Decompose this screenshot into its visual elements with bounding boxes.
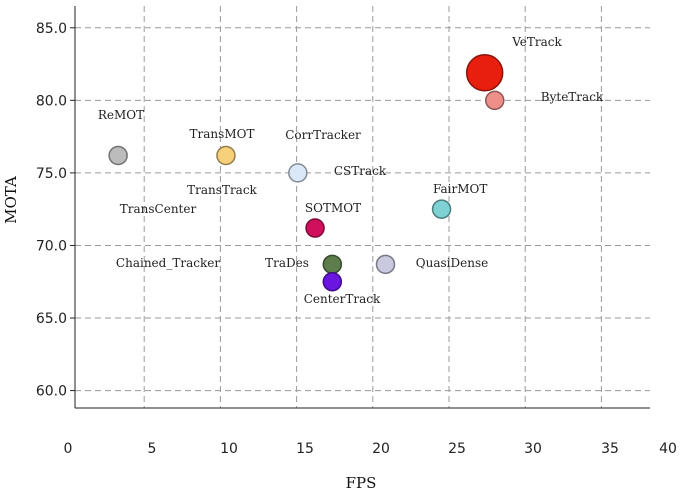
x-tick-label: 5 bbox=[148, 441, 157, 457]
x-tick-label: 30 bbox=[524, 441, 542, 457]
point-label-transtrack: TransTrack bbox=[187, 183, 257, 197]
axes bbox=[70, 6, 650, 409]
x-tick-label: 20 bbox=[372, 441, 390, 457]
point-label-corrtracker: CorrTracker bbox=[285, 128, 361, 142]
y-tick-label: 70.0 bbox=[36, 238, 67, 254]
y-axis-title: MOTA bbox=[2, 176, 20, 224]
x-tick-label: 10 bbox=[220, 441, 238, 457]
data-point-bytetrack bbox=[485, 90, 505, 111]
point-label-fairmot: FairMOT bbox=[433, 182, 487, 196]
point-label-centertrack: CenterTrack bbox=[304, 292, 381, 306]
x-tick-label: 35 bbox=[601, 441, 619, 457]
y-tick-label: 80.0 bbox=[36, 93, 67, 109]
y-tick-label: 75.0 bbox=[36, 166, 67, 182]
point-label-chained-tracker: Chained_Tracker bbox=[116, 256, 220, 270]
data-point-fairmot bbox=[431, 199, 452, 219]
point-labels: VeTrack ByteTrack ReMOT TransMOT CorrTracker… bbox=[98, 35, 604, 306]
point-label-bytetrack: ByteTrack bbox=[541, 90, 604, 104]
data-point-transmot bbox=[216, 145, 236, 166]
x-tick-label: 40 bbox=[659, 441, 677, 457]
y-tick-label: 60.0 bbox=[36, 384, 67, 400]
point-label-cstrack: CSTrack bbox=[334, 164, 387, 178]
data-point-trades bbox=[322, 254, 343, 275]
data-point-sotmot bbox=[305, 218, 325, 238]
point-label-quasidense: QuasiDense bbox=[416, 256, 488, 270]
data-point-remot bbox=[108, 145, 128, 166]
point-label-transmot: TransMOT bbox=[190, 127, 255, 141]
data-point-cstrack bbox=[288, 163, 308, 183]
point-label-sotmot: SOTMOT bbox=[305, 201, 361, 215]
x-tick-label: 15 bbox=[296, 441, 314, 457]
data-points bbox=[108, 54, 505, 292]
tick-labels: 0 5 10 15 20 25 30 35 40 60.0 65.0 70.0 75.0 80.0 85.0 bbox=[36, 21, 677, 457]
data-point-vetrack bbox=[465, 54, 504, 92]
data-point-centertrack bbox=[322, 271, 343, 292]
y-tick-label: 65.0 bbox=[36, 311, 67, 327]
point-label-remot: ReMOT bbox=[98, 108, 144, 122]
point-label-trades: TraDes bbox=[265, 256, 309, 270]
y-tick-label: 85.0 bbox=[36, 21, 67, 37]
x-axis-title: FPS bbox=[346, 474, 377, 491]
grid bbox=[75, 6, 650, 408]
point-label-transcenter: TransCenter bbox=[120, 202, 197, 216]
x-tick-label: 25 bbox=[448, 441, 466, 457]
point-label-vetrack: VeTrack bbox=[511, 35, 562, 49]
data-point-quasidense bbox=[375, 254, 396, 275]
x-tick-label: 0 bbox=[64, 441, 73, 457]
